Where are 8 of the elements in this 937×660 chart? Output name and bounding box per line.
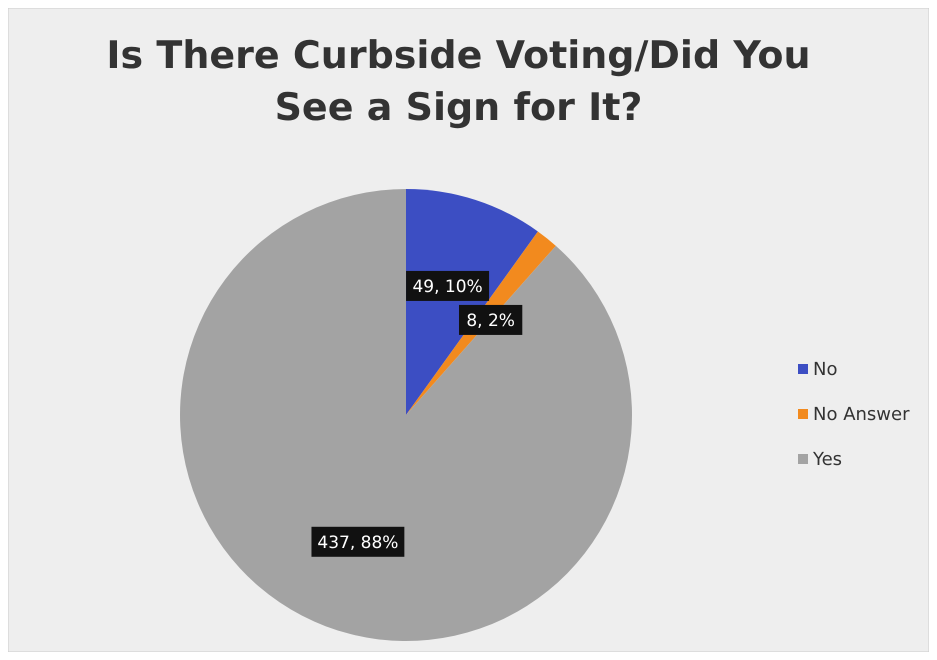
- data-label: 8, 2%: [466, 310, 515, 331]
- data-label: 49, 10%: [412, 276, 483, 297]
- legend-label: No: [813, 359, 838, 380]
- chart-title: Is There Curbside Voting/Did You See a Sign for It?: [106, 33, 811, 129]
- data-label: 437, 88%: [317, 532, 398, 553]
- pie-slice: [180, 189, 632, 641]
- legend-label: No Answer: [813, 404, 910, 425]
- legend-label: Yes: [812, 449, 842, 470]
